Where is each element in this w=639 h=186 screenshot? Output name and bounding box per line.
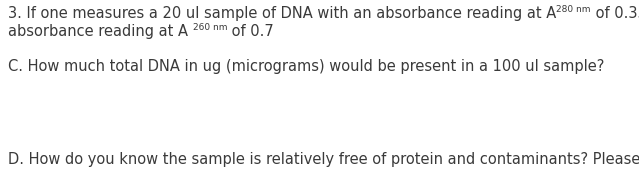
- Text: 3. If one measures a 20 ul sample of DNA with an absorbance reading at A: 3. If one measures a 20 ul sample of DNA…: [8, 6, 557, 21]
- Text: of 0.35 and an: of 0.35 and an: [590, 6, 639, 21]
- Text: C. How much total DNA in ug (micrograms) would be present in a 100 ul sample?: C. How much total DNA in ug (micrograms)…: [8, 59, 604, 74]
- Text: 260 nm: 260 nm: [192, 23, 227, 32]
- Text: of 0.7: of 0.7: [227, 24, 274, 39]
- Text: D. How do you know the sample is relatively free of protein and contaminants? Pl: D. How do you know the sample is relativ…: [8, 152, 639, 167]
- Text: absorbance reading at A: absorbance reading at A: [8, 24, 192, 39]
- Text: 280 nm: 280 nm: [557, 5, 590, 14]
